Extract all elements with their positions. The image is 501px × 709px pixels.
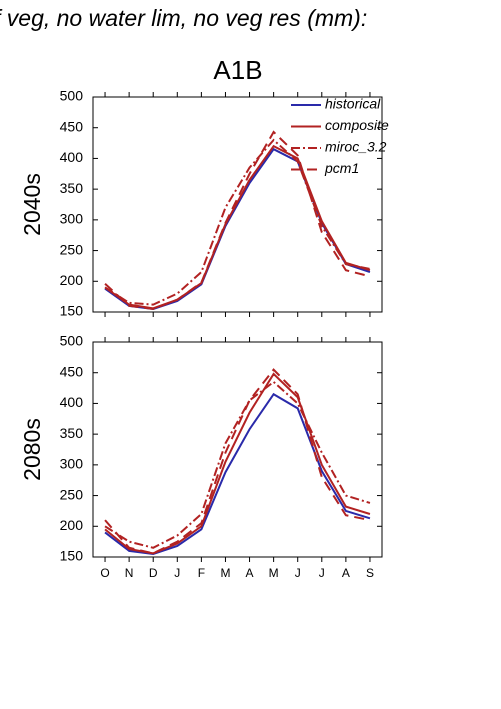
y-tick-label: 500 bbox=[60, 88, 84, 104]
legend-label: composite bbox=[325, 117, 389, 133]
y-tick-label: 350 bbox=[60, 180, 84, 196]
x-tick-label: J bbox=[295, 566, 301, 580]
x-tick-label: D bbox=[149, 566, 158, 580]
y-tick-label: 150 bbox=[60, 303, 84, 319]
y-tick-label: 300 bbox=[60, 456, 84, 472]
y-tick-label: 250 bbox=[60, 486, 84, 502]
y-tick-label: 300 bbox=[60, 211, 84, 227]
series-line bbox=[104, 368, 371, 555]
plot-frame bbox=[92, 341, 383, 558]
series-line bbox=[104, 372, 371, 555]
y-axis-label: 2040s bbox=[19, 173, 45, 236]
series-line bbox=[104, 130, 371, 310]
y-tick-label: 250 bbox=[60, 241, 84, 257]
x-tick-label: S bbox=[366, 566, 374, 580]
y-tick-label: 200 bbox=[60, 517, 84, 533]
legend-label: miroc_3.2 bbox=[325, 139, 387, 155]
series-line bbox=[104, 380, 371, 549]
series-line bbox=[104, 392, 371, 555]
y-tick-label: 350 bbox=[60, 425, 84, 441]
plot-frame bbox=[92, 96, 383, 313]
y-axis-label: 2080s bbox=[19, 418, 45, 481]
y-tick-label: 400 bbox=[60, 149, 84, 165]
y-tick-label: 400 bbox=[60, 394, 84, 410]
x-tick-label: J bbox=[319, 566, 325, 580]
x-tick-label: A bbox=[342, 566, 350, 580]
x-tick-label: A bbox=[246, 566, 254, 580]
y-tick-label: 200 bbox=[60, 272, 84, 288]
y-tick-label: 450 bbox=[60, 118, 84, 134]
chart-subtitle: A1B bbox=[213, 55, 262, 85]
y-tick-label: 150 bbox=[60, 548, 84, 564]
y-tick-label: 500 bbox=[60, 333, 84, 349]
x-tick-label: M bbox=[220, 566, 230, 580]
x-tick-label: O bbox=[100, 566, 109, 580]
x-tick-label: M bbox=[269, 566, 279, 580]
y-tick-label: 450 bbox=[60, 363, 84, 379]
x-tick-label: J bbox=[174, 566, 180, 580]
legend-label: pcm1 bbox=[324, 160, 359, 176]
chart-title: f veg, no water lim, no veg res (mm): bbox=[0, 5, 367, 31]
x-tick-label: F bbox=[198, 566, 205, 580]
x-tick-label: N bbox=[125, 566, 134, 580]
legend-label: historical bbox=[325, 96, 381, 112]
